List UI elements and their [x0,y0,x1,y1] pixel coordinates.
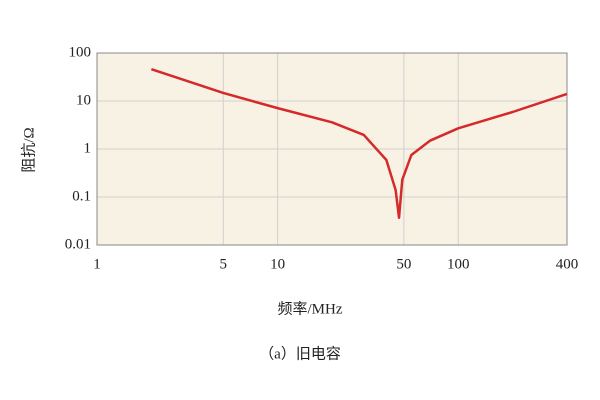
y-tick-label: 0.01 [65,236,91,252]
x-axis-label: 频率/MHz [278,300,343,317]
x-tick-label: 5 [220,256,228,272]
y-tick-label: 10 [76,92,91,108]
caption: （a）旧电容 [259,345,341,362]
x-tick-label: 1 [93,256,101,272]
y-tick-label: 100 [69,44,92,60]
x-tick-label: 100 [447,256,470,272]
x-tick-label: 50 [396,256,411,272]
y-tick-label: 0.1 [72,188,91,204]
plot-frame [96,52,568,246]
y-axis-label: 阻抗/Ω [20,127,37,172]
y-tick-label: 1 [84,140,92,156]
line [150,68,568,219]
x-tick-label: 10 [270,256,285,272]
x-tick-label: 400 [556,256,579,272]
